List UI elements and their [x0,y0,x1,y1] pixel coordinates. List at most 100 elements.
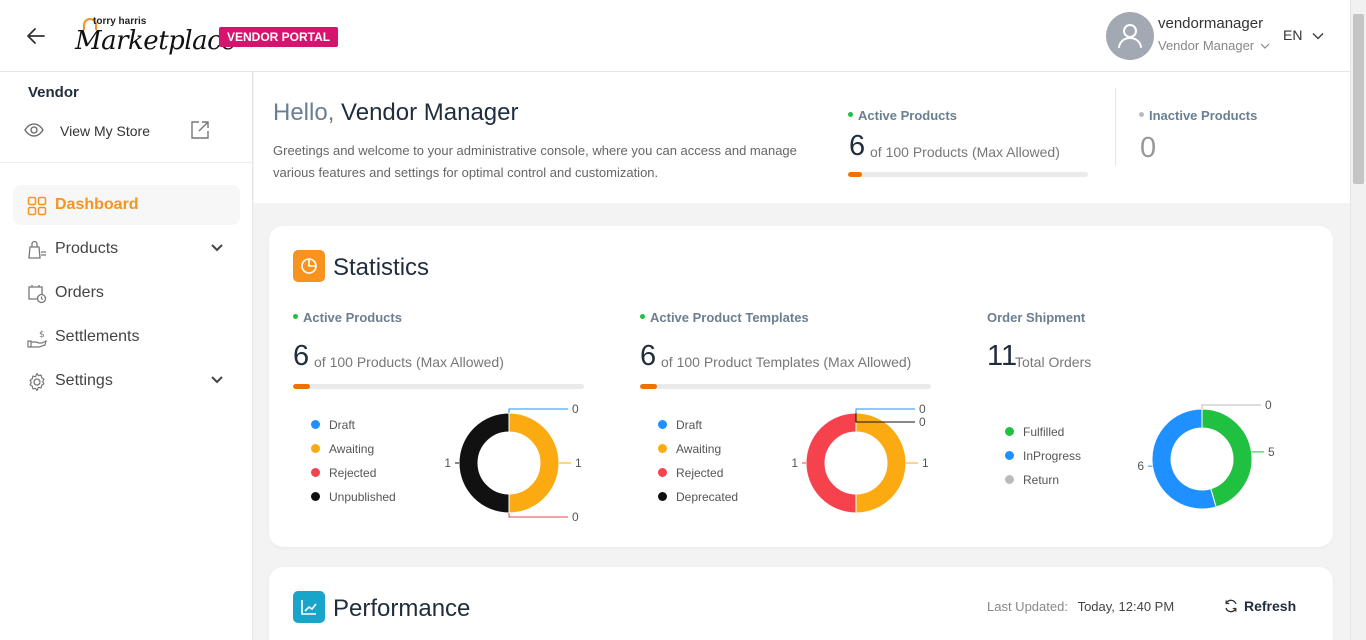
active-products-progress [848,172,1088,177]
progress-fill [848,172,863,177]
last-updated-label: Last Updated: [987,599,1068,614]
sidebar-item-settlements[interactable]: $ Settlements [13,317,240,357]
donut-leader-line [1201,404,1261,409]
donut-value-label: 0 [919,402,926,416]
sidebar-divider [0,162,253,163]
donut-value-label: 1 [575,456,582,470]
sidebar-title: Vendor [28,84,79,101]
line-chart-icon [293,591,325,623]
language-selector[interactable]: EN [1283,27,1324,43]
view-my-store-link[interactable]: View My Store [24,120,224,144]
legend-label: Awaiting [676,442,722,456]
legend-dot [658,468,667,478]
user-avatar[interactable] [1106,12,1154,60]
stat-active-products-label: Active Products [303,310,402,325]
vendor-portal-badge: VENDOR PORTAL [219,27,339,47]
marketplace-logo[interactable]: torry harris Marketplace [75,16,237,58]
language-label: EN [1283,27,1303,43]
legend-item-unpublished: Unpublished [311,485,396,509]
sidebar-item-products[interactable]: Products [13,229,240,269]
sidebar-item-label: Settlements [55,328,140,345]
donut-leader-line [508,513,568,518]
greeting-name: Vendor Manager [341,99,519,126]
legend-label: Draft [676,418,703,432]
legend-label: Fulfilled [1023,425,1065,439]
view-my-store-label: View My Store [60,123,150,139]
logo-big-text: Marketplace [75,26,237,56]
templates-status-donut: 0 1 1 0 [791,402,929,514]
back-arrow-icon[interactable] [24,24,48,48]
active-products-heading: Active Products [848,108,957,123]
active-dot [640,314,645,320]
performance-card: Performance Last Updated: Today, 12:40 P… [269,567,1333,640]
donut-leader-line [855,413,915,423]
stat-divider [1115,88,1116,166]
welcome-description: Greetings and welcome to your administra… [273,143,797,180]
donut-value-label: 1 [444,456,451,470]
chevron-down-icon[interactable] [210,373,224,387]
refresh-icon [1225,599,1237,613]
order-shipment-heading: Order Shipment [987,310,1086,325]
legend-item-deprecated: Deprecated [658,485,738,509]
donut-slice-awaiting[interactable] [855,412,907,514]
legend-dot [1005,475,1014,485]
user-icon [1118,24,1142,48]
inactive-products-heading: Inactive Products [1139,108,1257,123]
legend-label: InProgress [1023,449,1082,463]
stat-active-templates-count: 6 [640,340,657,372]
refresh-label: Refresh [1244,598,1297,614]
sidebar-item-label: Settings [55,372,113,389]
sidebar-item-settings[interactable]: Settings [13,361,240,401]
legend-dot [658,444,667,454]
active-products-sub: of 100 Products (Max Allowed) [870,144,1060,160]
stat-active-products-count: 6 [293,340,310,372]
donut-value-label: 5 [1268,445,1275,459]
logo-small-text: torry harris [93,16,147,27]
bag-icon [28,240,46,259]
sidebar-item-dashboard[interactable]: Dashboard [13,185,240,225]
legend-dot [1005,427,1014,437]
user-role-dropdown[interactable]: Vendor Manager [1158,38,1270,53]
stat-active-templates-heading: Active Product Templates [640,310,809,325]
legend-item-inprogress: InProgress [1005,444,1081,468]
page-scrollbar[interactable] [1350,0,1366,640]
legend-item-draft: Draft [311,413,396,437]
donut-slice-unpublished[interactable] [458,412,510,514]
sidebar-item-orders[interactable]: Orders [13,273,240,313]
grid-icon [27,196,47,216]
donut-leader-line [508,408,568,413]
legend-item-draft: Draft [658,413,738,437]
donut-value-label: 0 [1265,398,1272,412]
sidebar-item-label: Dashboard [55,196,139,213]
donut-slice-inprogress[interactable] [1151,408,1217,510]
order-shipment-count: 11 [987,340,1018,372]
orders-status-donut: 5 6 0 [1137,398,1275,510]
legend-dot [311,420,320,430]
sidebar-item-label: Products [55,240,119,257]
legend-label: Unpublished [329,490,396,504]
active-dot [848,112,853,118]
user-role-label: Vendor Manager [1158,38,1255,53]
gear-icon [29,372,45,392]
legend-dot [1005,451,1014,461]
svg-text:$: $ [39,330,45,340]
last-updated-value: Today, 12:40 PM [1077,599,1175,614]
donut-slice-rejected[interactable] [805,412,857,514]
performance-title: Performance [333,595,471,622]
legend-item-fulfilled: Fulfilled [1005,420,1081,444]
donut-value-label: 1 [791,456,798,470]
refresh-button[interactable]: Refresh [1224,598,1296,614]
donut-leader-line [855,408,915,413]
user-name[interactable]: vendormanager [1158,15,1264,32]
chevron-down-icon[interactable] [210,241,224,255]
scrollbar-thumb[interactable] [1353,14,1364,184]
external-link-icon[interactable] [190,120,210,140]
donut-slice-awaiting[interactable] [508,412,560,514]
inactive-dot [1139,112,1144,118]
page-title: Hello, Vendor Manager [273,99,519,127]
donut-slice-fulfilled[interactable] [1201,408,1253,508]
eye-icon [24,123,44,137]
money-hand-icon: $ [27,330,47,348]
stat-active-templates-label: Active Product Templates [650,310,809,325]
legend-label: Draft [329,418,356,432]
